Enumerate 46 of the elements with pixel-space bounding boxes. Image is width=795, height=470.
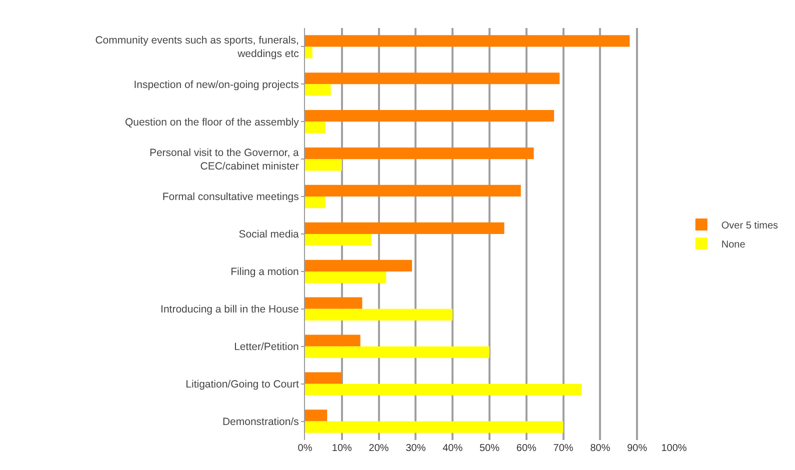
legend-label: None bbox=[721, 239, 746, 250]
y-tick-label: Question on the floor of the assembly bbox=[124, 116, 300, 128]
x-tick-label: 10% bbox=[332, 443, 352, 454]
bar bbox=[305, 84, 331, 96]
bar bbox=[305, 147, 534, 160]
x-tick-label: 60% bbox=[516, 443, 537, 454]
y-tick-label: Community events such as sports, funerals, weddings etc bbox=[95, 34, 299, 60]
bar bbox=[305, 334, 360, 346]
x-tick-label: 70% bbox=[553, 443, 574, 454]
y-tick-label: Demonstration/s bbox=[222, 416, 299, 428]
bar bbox=[305, 222, 504, 234]
y-tick-label: Filing a motion bbox=[230, 266, 300, 278]
x-tick-label: 90% bbox=[627, 443, 648, 454]
x-tick-label: 100% bbox=[661, 443, 687, 454]
x-tick-label: 30% bbox=[406, 443, 426, 454]
y-tick-label: Formal consultative meetings bbox=[162, 191, 299, 204]
bar bbox=[305, 384, 582, 396]
x-tick-label: 50% bbox=[479, 443, 500, 454]
y-tick-label: Introducing a bill in the House bbox=[160, 304, 300, 316]
bar bbox=[305, 35, 630, 47]
bar bbox=[305, 372, 342, 384]
bar bbox=[305, 184, 521, 197]
y-tick-label: Inspection of new/on-going projects bbox=[134, 78, 299, 91]
bar bbox=[305, 297, 362, 309]
y-tick-label: Letter/Petition bbox=[234, 341, 300, 354]
bar bbox=[305, 72, 560, 84]
x-tick-label: 0% bbox=[298, 443, 312, 454]
bar bbox=[305, 234, 372, 246]
bar bbox=[305, 271, 386, 284]
y-tick-label: Litigation/Going to Court bbox=[186, 378, 299, 390]
bar bbox=[305, 122, 326, 134]
legend-label: Over 5 times bbox=[721, 220, 778, 232]
bar bbox=[305, 110, 554, 122]
x-tick-label: 20% bbox=[368, 443, 389, 454]
bar bbox=[305, 421, 564, 433]
y-tick-label: Personal visit to the Governor, a CEC/cabinet minister bbox=[149, 146, 300, 173]
bar bbox=[305, 308, 453, 321]
bar bbox=[305, 346, 490, 358]
bar bbox=[305, 260, 412, 272]
y-tick-label: Social media bbox=[238, 228, 300, 241]
x-tick-label: 80% bbox=[590, 443, 610, 454]
bar bbox=[305, 410, 328, 422]
bar bbox=[305, 46, 312, 58]
bar bbox=[305, 196, 326, 208]
bar bbox=[305, 159, 342, 171]
x-tick-label: 40% bbox=[442, 443, 463, 454]
